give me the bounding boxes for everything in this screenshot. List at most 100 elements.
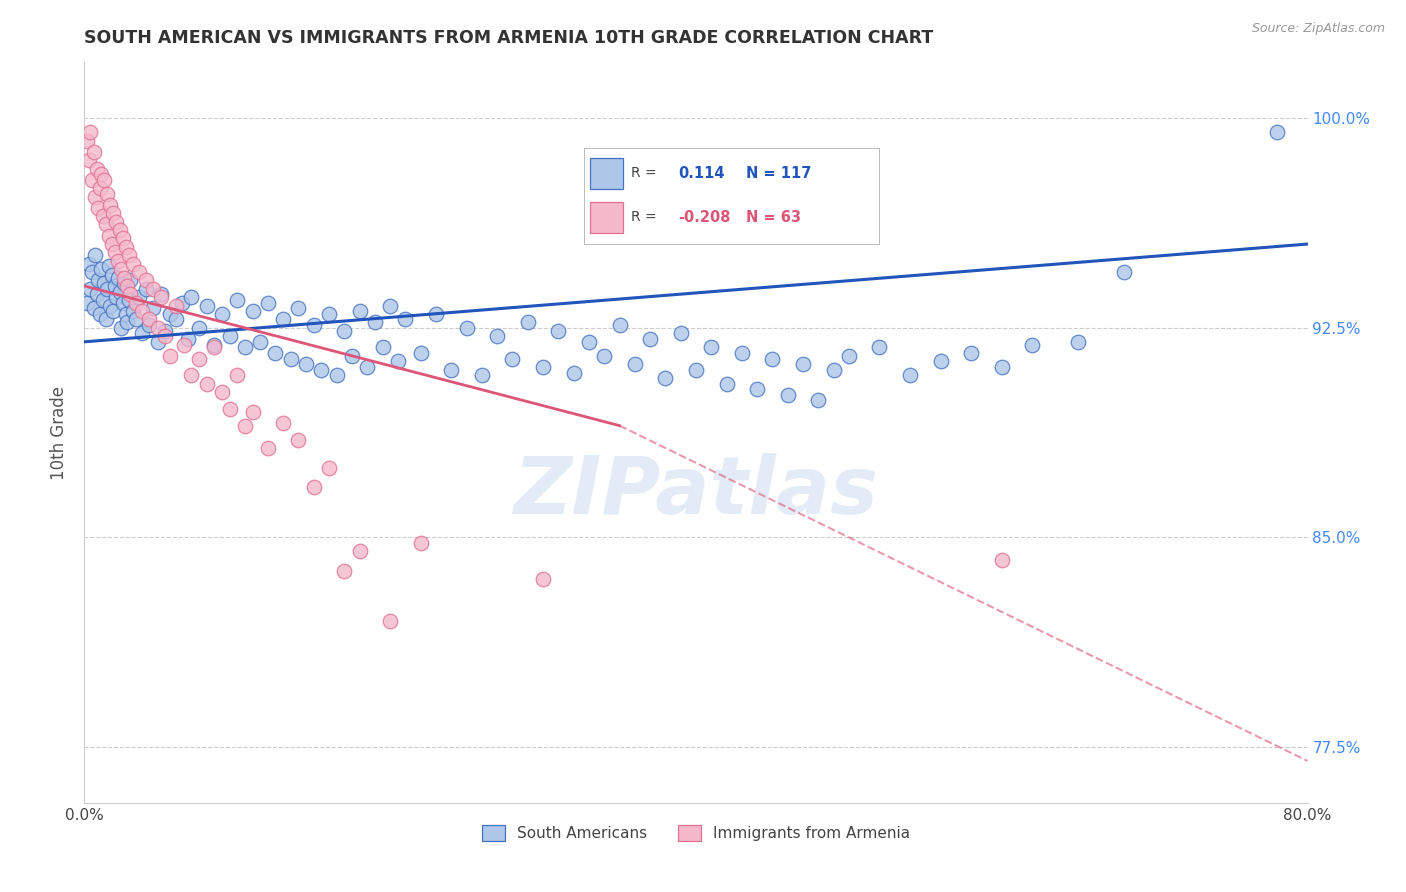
- Point: [128, 265, 150, 279]
- Point: [807, 393, 830, 408]
- Point: [165, 298, 187, 312]
- Point: [257, 295, 280, 310]
- Point: [249, 334, 271, 349]
- Point: [111, 231, 134, 245]
- Text: N = 117: N = 117: [747, 166, 811, 181]
- Point: [142, 282, 165, 296]
- Point: [302, 480, 325, 494]
- Point: [110, 262, 132, 277]
- Point: [318, 460, 340, 475]
- Point: [380, 298, 402, 312]
- Point: [118, 293, 141, 307]
- Point: [91, 209, 114, 223]
- Point: [578, 334, 600, 349]
- Point: [77, 153, 100, 168]
- Point: [76, 295, 98, 310]
- Point: [149, 287, 172, 301]
- Point: [97, 228, 120, 243]
- Point: [838, 349, 860, 363]
- Point: [387, 354, 409, 368]
- Point: [155, 324, 177, 338]
- Point: [233, 340, 256, 354]
- Point: [138, 318, 160, 332]
- Point: [89, 307, 111, 321]
- Point: [86, 161, 108, 176]
- Point: [87, 273, 110, 287]
- Point: [93, 276, 115, 290]
- Point: [295, 357, 318, 371]
- Point: [394, 312, 416, 326]
- Point: [84, 248, 107, 262]
- Point: [716, 376, 738, 391]
- Point: [624, 357, 647, 371]
- Point: [364, 315, 387, 329]
- Point: [80, 265, 103, 279]
- Point: [110, 321, 132, 335]
- Point: [257, 441, 280, 455]
- Point: [135, 273, 157, 287]
- Point: [146, 321, 169, 335]
- Point: [149, 290, 172, 304]
- Point: [425, 307, 447, 321]
- Point: [108, 223, 131, 237]
- Text: SOUTH AMERICAN VS IMMIGRANTS FROM ARMENIA 10TH GRADE CORRELATION CHART: SOUTH AMERICAN VS IMMIGRANTS FROM ARMENI…: [84, 29, 934, 47]
- Point: [226, 293, 249, 307]
- Point: [349, 304, 371, 318]
- Point: [609, 318, 631, 332]
- Point: [898, 368, 921, 383]
- Point: [107, 270, 129, 285]
- Point: [1114, 265, 1136, 279]
- Point: [242, 304, 264, 318]
- Point: [211, 385, 233, 400]
- Point: [112, 270, 135, 285]
- Point: [101, 268, 124, 282]
- Point: [180, 290, 202, 304]
- Point: [325, 368, 347, 383]
- Point: [105, 215, 128, 229]
- Point: [349, 544, 371, 558]
- Point: [562, 366, 585, 380]
- Point: [180, 368, 202, 383]
- Point: [669, 326, 692, 341]
- Point: [79, 125, 101, 139]
- Point: [456, 321, 478, 335]
- Point: [318, 307, 340, 321]
- Point: [929, 354, 952, 368]
- Point: [165, 312, 187, 326]
- Point: [84, 189, 107, 203]
- Point: [96, 282, 118, 296]
- Point: [242, 405, 264, 419]
- Point: [271, 312, 294, 326]
- Point: [122, 257, 145, 271]
- Point: [115, 315, 138, 329]
- Point: [122, 304, 145, 318]
- Point: [128, 290, 150, 304]
- Point: [440, 363, 463, 377]
- Point: [173, 337, 195, 351]
- Text: -0.208: -0.208: [679, 210, 731, 225]
- Point: [302, 318, 325, 332]
- Point: [264, 346, 287, 360]
- Point: [115, 279, 138, 293]
- Y-axis label: 10th Grade: 10th Grade: [51, 385, 69, 480]
- Point: [991, 553, 1014, 567]
- Point: [103, 304, 125, 318]
- Point: [202, 340, 225, 354]
- Point: [93, 173, 115, 187]
- Point: [97, 260, 120, 274]
- Point: [287, 433, 309, 447]
- Point: [638, 332, 661, 346]
- Point: [333, 324, 356, 338]
- Point: [94, 218, 117, 232]
- Point: [83, 145, 105, 159]
- Point: [87, 201, 110, 215]
- Point: [80, 173, 103, 187]
- Point: [159, 349, 181, 363]
- Point: [340, 349, 363, 363]
- Point: [280, 351, 302, 366]
- Point: [142, 301, 165, 316]
- Point: [90, 167, 112, 181]
- Point: [135, 282, 157, 296]
- Text: R =: R =: [631, 211, 657, 225]
- Point: [96, 186, 118, 201]
